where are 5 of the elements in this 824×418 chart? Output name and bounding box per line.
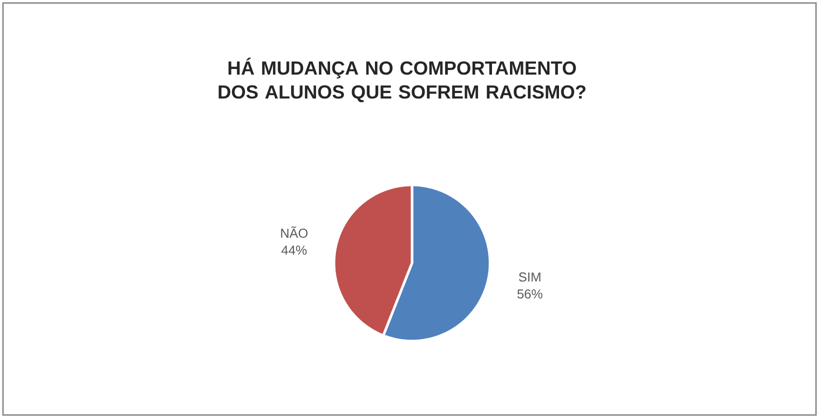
data-label: 56% — [517, 289, 542, 299]
chart-title: HÁ MUDANÇA NO COMPORTAMENTO DOS ALUNOS QUE SOFREM RACISMO? — [218, 58, 586, 102]
slice-label: SIM — [518, 272, 540, 282]
slice-label: NÃO — [281, 226, 308, 238]
data-label: 44% — [281, 246, 307, 255]
